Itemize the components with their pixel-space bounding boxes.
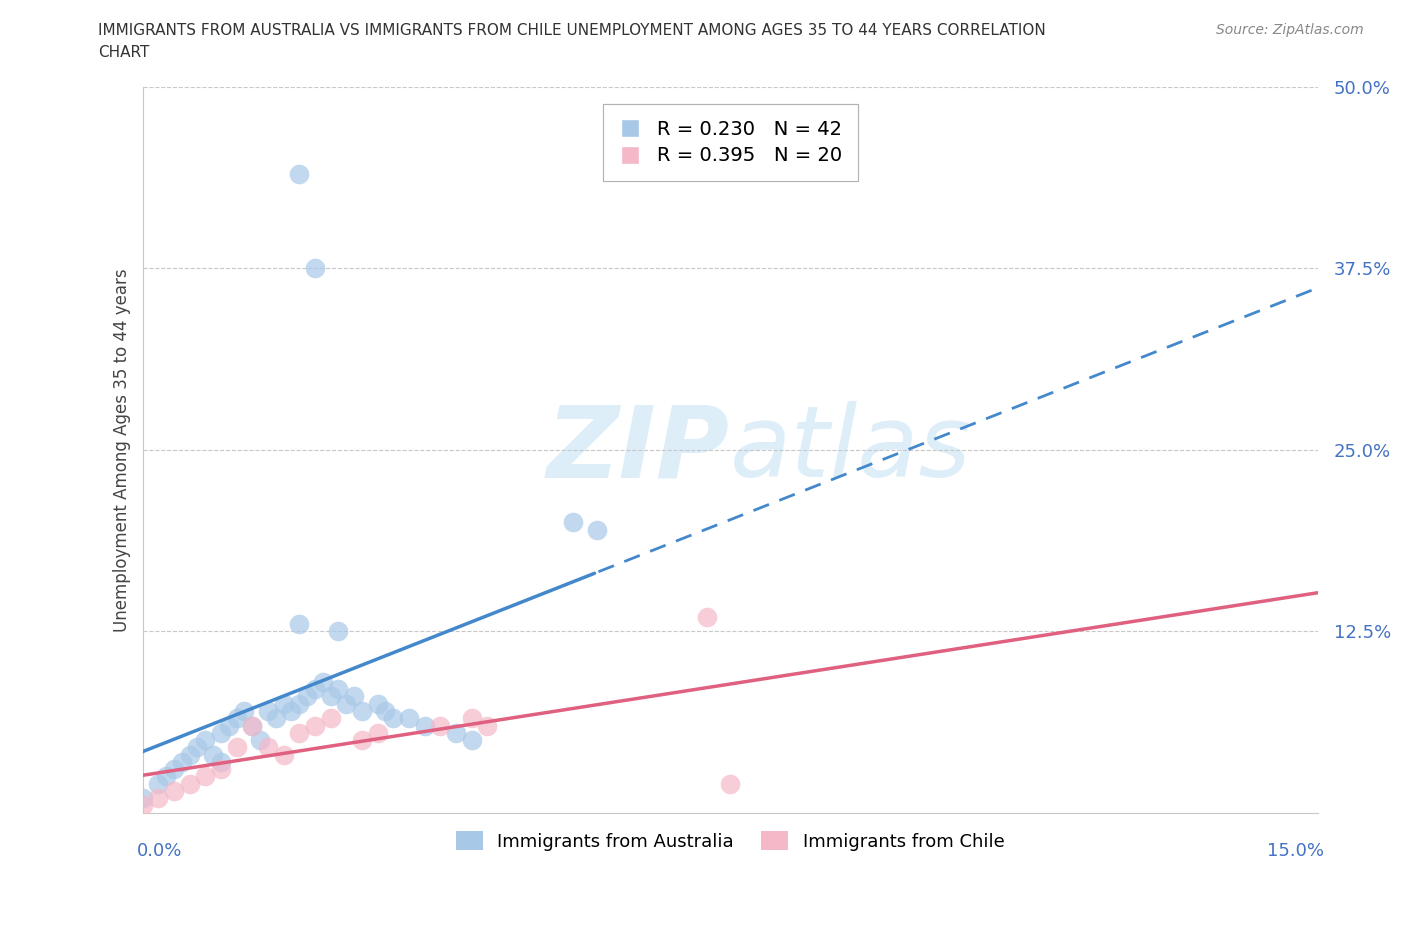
Point — [163, 762, 186, 777]
Point — [367, 697, 389, 711]
Point — [444, 725, 467, 740]
Point — [460, 711, 482, 725]
Point — [257, 704, 280, 719]
Point — [328, 682, 350, 697]
Point — [304, 261, 326, 276]
Point — [264, 711, 287, 725]
Point — [382, 711, 405, 725]
Point — [233, 704, 256, 719]
Point — [194, 769, 217, 784]
Point — [202, 747, 225, 762]
Point — [257, 740, 280, 755]
Text: Source: ZipAtlas.com: Source: ZipAtlas.com — [1216, 23, 1364, 37]
Point — [240, 718, 263, 733]
Point — [249, 733, 271, 748]
Point — [319, 711, 342, 725]
Point — [350, 733, 373, 748]
Text: ZIP: ZIP — [547, 402, 730, 498]
Point — [131, 798, 153, 813]
Point — [209, 754, 232, 769]
Point — [718, 777, 741, 791]
Point — [304, 718, 326, 733]
Text: atlas: atlas — [730, 402, 972, 498]
Text: CHART: CHART — [98, 45, 150, 60]
Y-axis label: Unemployment Among Ages 35 to 44 years: Unemployment Among Ages 35 to 44 years — [114, 268, 131, 631]
Point — [273, 697, 295, 711]
Point — [398, 711, 420, 725]
Point — [131, 790, 153, 805]
Point — [288, 166, 311, 181]
Point — [240, 718, 263, 733]
Point — [148, 777, 170, 791]
Point — [225, 711, 247, 725]
Point — [328, 624, 350, 639]
Point — [335, 697, 357, 711]
Point — [460, 733, 482, 748]
Point — [163, 783, 186, 798]
Point — [295, 689, 318, 704]
Point — [350, 704, 373, 719]
Point — [477, 718, 499, 733]
Point — [170, 754, 193, 769]
Legend: R = 0.230   N = 42, R = 0.395   N = 20: R = 0.230 N = 42, R = 0.395 N = 20 — [603, 104, 858, 181]
Point — [288, 725, 311, 740]
Point — [280, 704, 302, 719]
Text: 0.0%: 0.0% — [136, 842, 181, 859]
Text: IMMIGRANTS FROM AUSTRALIA VS IMMIGRANTS FROM CHILE UNEMPLOYMENT AMONG AGES 35 TO: IMMIGRANTS FROM AUSTRALIA VS IMMIGRANTS … — [98, 23, 1046, 38]
Point — [194, 733, 217, 748]
Point — [367, 725, 389, 740]
Point — [218, 718, 240, 733]
Point — [288, 617, 311, 631]
Point — [562, 515, 585, 530]
Point — [288, 697, 311, 711]
Point — [586, 522, 609, 537]
Point — [319, 689, 342, 704]
Text: 15.0%: 15.0% — [1267, 842, 1323, 859]
Point — [209, 762, 232, 777]
Point — [148, 790, 170, 805]
Point — [179, 777, 201, 791]
Point — [209, 725, 232, 740]
Point — [186, 740, 208, 755]
Point — [155, 769, 177, 784]
Point — [304, 682, 326, 697]
Point — [273, 747, 295, 762]
Point — [429, 718, 451, 733]
Point — [343, 689, 366, 704]
Point — [413, 718, 436, 733]
Point — [374, 704, 396, 719]
Point — [179, 747, 201, 762]
Point — [696, 609, 718, 624]
Point — [225, 740, 247, 755]
Point — [312, 674, 335, 689]
